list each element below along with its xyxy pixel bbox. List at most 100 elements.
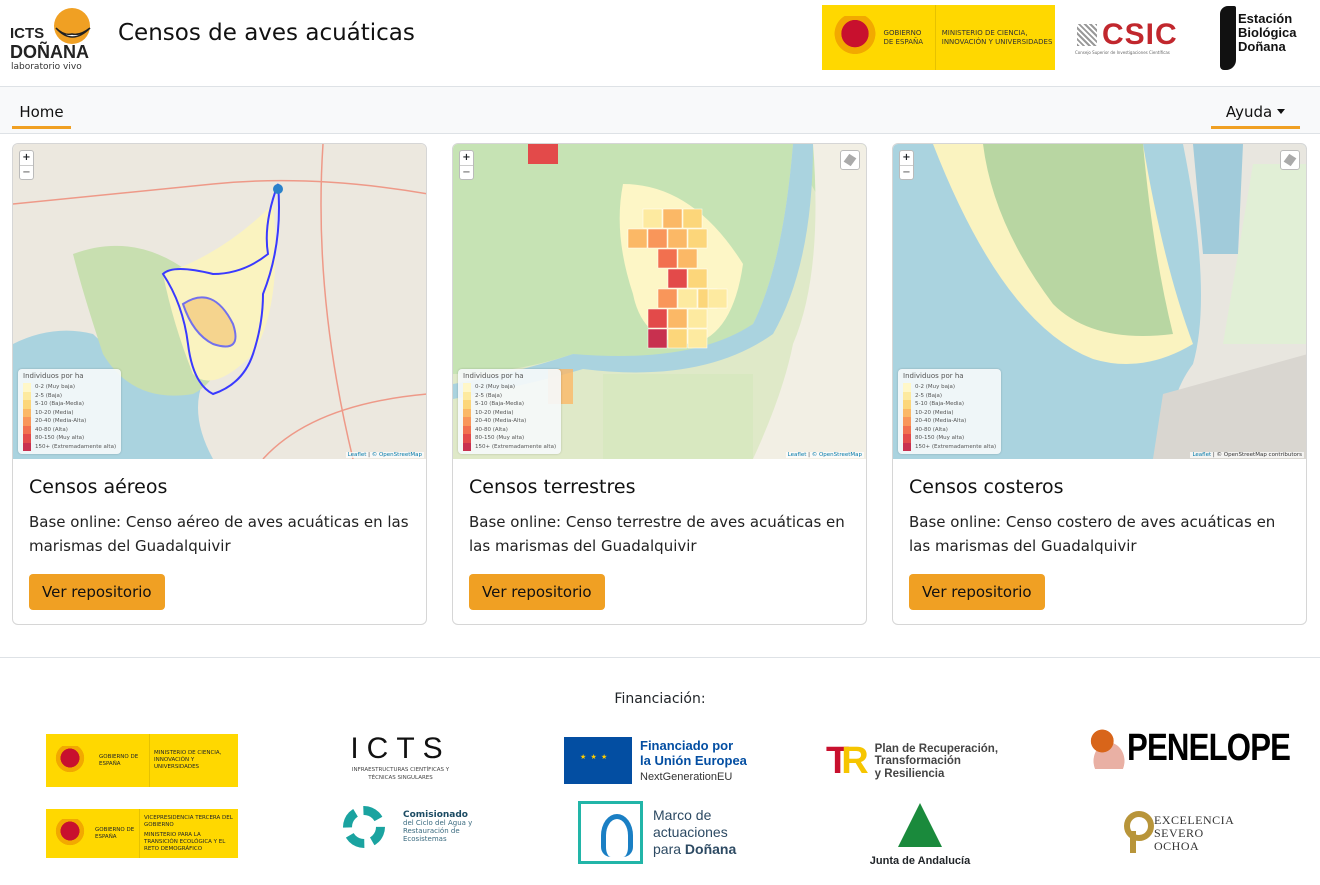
legend-swatch [23, 425, 31, 434]
legend-item: 10-20 (Media) [463, 408, 556, 417]
marco-donana-logo[interactable]: Marco de actuaciones para Doñana [578, 801, 736, 864]
layers-icon[interactable] [840, 150, 860, 170]
spain-coat-of-arms-icon [55, 745, 85, 776]
ver-repositorio-button[interactable]: Ver repositorio [469, 574, 605, 610]
gobierno-ciencia-logo[interactable]: GOBIERNO DE ESPAÑA MINISTERIO DE CIENCIA,… [46, 734, 238, 787]
icts-logo[interactable]: ICTS INFRAESTRUCTURAS CIENTÍFICAS Y TÉCN… [348, 732, 453, 782]
penelope-logo[interactable]: PENELOPE [1082, 727, 1320, 770]
leaflet-link[interactable]: Leaflet [347, 452, 367, 458]
site-title: Censos de aves acuáticas [118, 20, 415, 46]
legend-label: 2-5 (Baja) [915, 392, 943, 399]
map-legend: Individuos por ha 0-2 (Muy baja) 2-5 (Baj… [898, 369, 1002, 454]
legend-title: Individuos por ha [23, 372, 84, 380]
zoom-out-button[interactable]: − [460, 165, 473, 179]
legend-swatch [23, 442, 31, 451]
choropleth-cell [642, 208, 663, 229]
leaflet-link[interactable]: Leaflet [1192, 452, 1212, 458]
ver-repositorio-button[interactable]: Ver repositorio [29, 574, 165, 610]
choropleth-cell [657, 248, 678, 269]
legend-label: 5-10 (Baja-Media) [915, 401, 965, 408]
legend-label: 0-2 (Muy baja) [475, 384, 516, 391]
gobierno-text: GOBIERNO DE ESPAÑA [883, 28, 924, 46]
choropleth-cell [687, 308, 708, 329]
icts-name: ICTS [350, 732, 451, 765]
nav-help-dropdown[interactable]: Ayuda [1211, 87, 1300, 129]
zoom-control: + − [19, 150, 34, 180]
ver-repositorio-button[interactable]: Ver repositorio [909, 574, 1045, 610]
legend-swatch [903, 442, 911, 451]
spain-coat-of-arms-icon [55, 818, 85, 849]
map-coastal[interactable]: + − Individuos por ha 0-2 (Muy baja) 2-5 (… [893, 144, 1306, 459]
site-header: ICTS DOÑANA laboratorio vivo Censos de a… [0, 0, 1320, 87]
map-aerial[interactable]: + − Individuos por ha 0-2 (Muy baja) 2-5 (… [13, 144, 426, 459]
severo-ochoa-logo[interactable]: EXCELENCIA SEVERO OCHOA [1124, 811, 1234, 855]
duck-icon [1082, 728, 1127, 769]
legend-swatch [463, 400, 471, 409]
choropleth-cell [627, 228, 648, 249]
legend-title: Individuos por ha [903, 372, 964, 380]
prtr-tr-icon: TR [826, 740, 869, 782]
legend-label: 80-150 (Muy alta) [35, 435, 85, 442]
csic-tree-icon [1077, 24, 1097, 46]
legend-item: 2-5 (Baja) [23, 391, 116, 400]
legend-label: 150+ (Extremadamente alta) [35, 443, 117, 450]
legend-item: 150+ (Extremadamente alta) [463, 442, 556, 451]
zoom-out-button[interactable]: − [900, 165, 913, 179]
marco-line3a: para [653, 841, 685, 857]
eu-line3: NextGenerationEU [640, 771, 733, 783]
severo-line3: OCHOA [1154, 838, 1200, 853]
legend-swatch [903, 383, 911, 392]
flamingo-icon [578, 801, 643, 864]
legend-item: 20-40 (Media-Alta) [463, 417, 556, 426]
choropleth-cell [667, 328, 688, 349]
choropleth-cell [647, 228, 668, 249]
choropleth-cell [647, 308, 668, 329]
severo-ochoa-key-icon [1124, 811, 1154, 855]
vicepresidencia-text: VICEPRESIDENCIA TERCERA DEL GOBIERNO [144, 814, 233, 828]
marco-line2: actuaciones [653, 824, 728, 840]
junta-andalucia-logo[interactable]: Junta de Andalucía [860, 803, 980, 867]
card-text: Base online: Censo aéreo de aves acuátic… [29, 513, 409, 555]
prtr-logo[interactable]: TR Plan de Recuperación, Transformación y … [826, 740, 998, 783]
zoom-in-button[interactable]: + [902, 152, 911, 163]
legend-swatch [903, 400, 911, 409]
icts-donana-logo[interactable]: ICTS DOÑANA laboratorio vivo [10, 6, 100, 72]
legend-label: 80-150 (Muy alta) [475, 435, 525, 442]
layers-icon[interactable] [1280, 150, 1300, 170]
legend-label: 5-10 (Baja-Media) [475, 401, 525, 408]
card-aerial: + − Individuos por ha 0-2 (Muy baja) 2-5 (… [12, 143, 427, 625]
csic-logo[interactable]: CSIC Consejo Superior de Investigaciones… [1075, 18, 1200, 58]
card-title: Censos costeros [909, 476, 1064, 498]
card-text: Base online: Censo terrestre de aves acu… [469, 513, 845, 555]
osm-link[interactable]: © OpenStreetMap contributors [1216, 452, 1302, 458]
legend-item: 2-5 (Baja) [463, 391, 556, 400]
card-title: Censos aéreos [29, 476, 168, 498]
eu-line1: Financiado por [640, 738, 734, 753]
marco-line1: Marco de [653, 807, 712, 823]
leaflet-link[interactable]: Leaflet [787, 452, 807, 458]
eu-line2: la Unión Europea [640, 753, 747, 768]
nav-home[interactable]: Home [12, 87, 71, 129]
eu-flag-icon [564, 737, 632, 784]
gobierno-transicion-logo[interactable]: GOBIERNO DE ESPAÑA VICEPRESIDENCIA TERCER… [46, 809, 238, 858]
map-tiles [453, 144, 866, 459]
osm-link[interactable]: © OpenStreetMap [371, 452, 422, 458]
lynx-silhouette-icon [1220, 6, 1236, 70]
zoom-control: + − [899, 150, 914, 180]
osm-link[interactable]: © OpenStreetMap [811, 452, 862, 458]
zoom-in-button[interactable]: + [462, 152, 471, 163]
legend-label: 80-150 (Muy alta) [915, 435, 965, 442]
gobierno-espana-ciencia-logo[interactable]: GOBIERNO DE ESPAÑA MINISTERIO DE CIENCIA… [822, 5, 1055, 70]
map-terrestrial[interactable]: + − Individuos por ha 0-2 (Muy baja) 2-5 (… [453, 144, 866, 459]
prtr-line2: Transformación [874, 755, 961, 768]
map-marker-icon [273, 184, 283, 194]
nav-help-label: Ayuda [1225, 103, 1273, 121]
zoom-out-button[interactable]: − [20, 165, 33, 179]
legend-item: 10-20 (Media) [903, 408, 996, 417]
ebd-logo[interactable]: Estación Biológica Doñana [1220, 6, 1310, 70]
zoom-in-button[interactable]: + [22, 152, 31, 163]
legend-swatch [23, 434, 31, 443]
legend-swatch [903, 391, 911, 400]
comisionado-logo[interactable]: Comisionado del Ciclo del Agua y Restaura… [343, 806, 473, 848]
